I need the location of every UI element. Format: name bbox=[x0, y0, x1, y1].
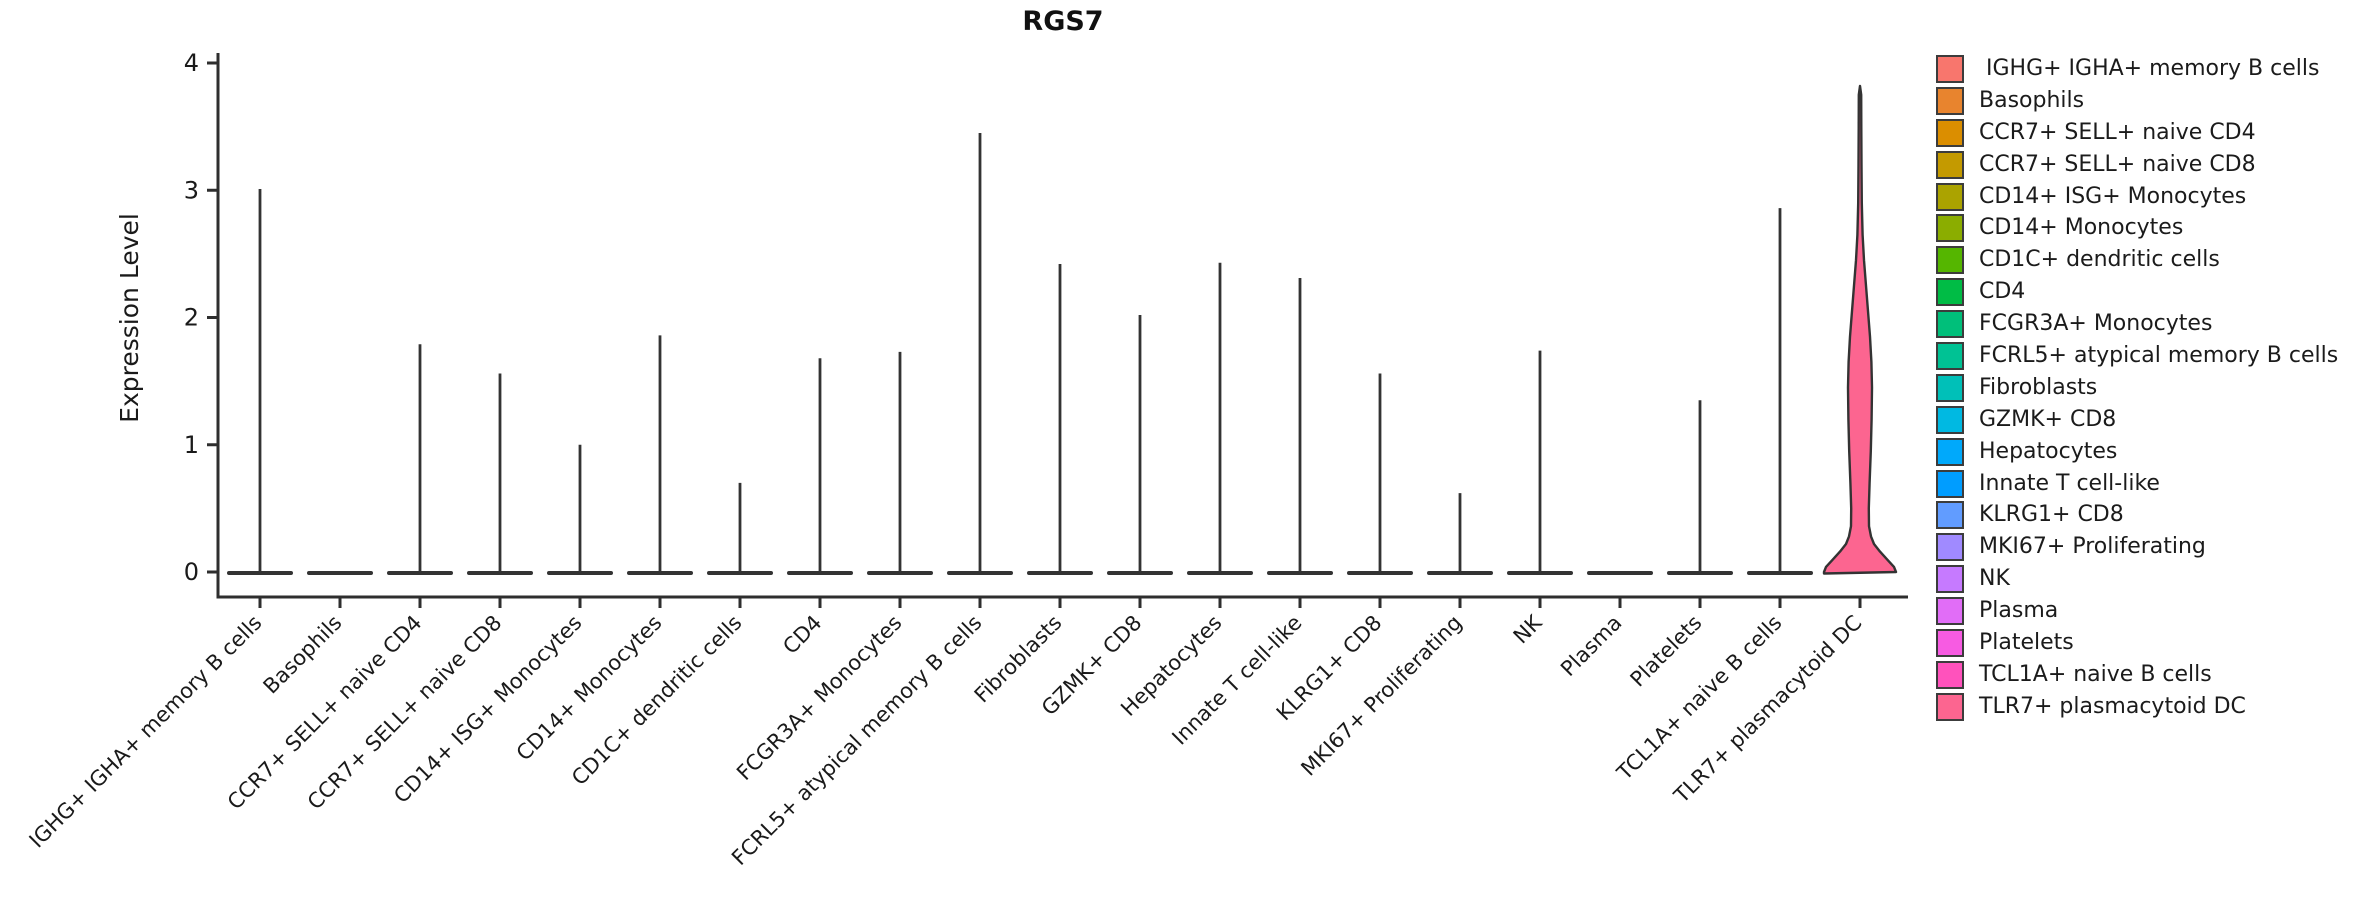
legend-item-label: Plasma bbox=[1979, 598, 2059, 624]
x-category-label: Basophils bbox=[259, 611, 347, 699]
legend: IGHG+ IGHA+ memory B cells Basophils CCR7+… bbox=[1936, 55, 2338, 725]
y-tick-label: 3 bbox=[184, 176, 199, 204]
y-tick-label: 0 bbox=[184, 558, 199, 586]
y-tick-label: 2 bbox=[184, 304, 199, 332]
x-category-label: MKI67+ Proliferating bbox=[1296, 611, 1466, 781]
legend-item-label: Fibroblasts bbox=[1979, 374, 2098, 400]
legend-swatch bbox=[1936, 246, 1964, 275]
chart-title: RGS7 bbox=[1022, 6, 1104, 37]
legend-swatch bbox=[1936, 629, 1964, 658]
legend-swatch bbox=[1936, 86, 1964, 115]
legend-swatch bbox=[1936, 692, 1964, 721]
legend-item: Basophils bbox=[1936, 86, 2338, 115]
legend-item: Plasma bbox=[1936, 597, 2338, 626]
legend-swatch bbox=[1936, 150, 1964, 179]
legend-swatch bbox=[1936, 214, 1964, 243]
legend-item: IGHG+ IGHA+ memory B cells bbox=[1936, 55, 2338, 83]
x-category-label: Platelets bbox=[1626, 611, 1707, 692]
y-tick-label: 4 bbox=[184, 49, 199, 77]
violin-body-filled bbox=[1822, 84, 1898, 575]
legend-item-label: CCR7+ SELL+ naive CD4 bbox=[1979, 119, 2256, 145]
legend-swatch bbox=[1936, 405, 1964, 434]
legend-item-label: Platelets bbox=[1979, 630, 2074, 656]
legend-item-label: IGHG+ IGHA+ memory B cells bbox=[1979, 56, 2320, 81]
legend-swatch bbox=[1936, 342, 1964, 371]
legend-item-label: CD14+ Monocytes bbox=[1979, 215, 2184, 241]
legend-item-label: Innate T cell-like bbox=[1979, 470, 2160, 496]
legend-item-label: NK bbox=[1979, 566, 2010, 592]
legend-swatch bbox=[1936, 118, 1964, 147]
legend-item-label: TLR7+ plasmacytoid DC bbox=[1979, 693, 2246, 719]
x-category-label: IGHG+ IGHA+ memory B cells bbox=[25, 611, 267, 853]
legend-item-label: MKI67+ Proliferating bbox=[1979, 534, 2206, 560]
legend-swatch bbox=[1936, 55, 1964, 83]
legend-item: CD14+ ISG+ Monocytes bbox=[1936, 182, 2338, 211]
legend-swatch bbox=[1936, 373, 1964, 402]
legend-item: CD4 bbox=[1936, 278, 2338, 307]
x-category-label: CD1C+ dendritic cells bbox=[567, 611, 747, 791]
legend-item: CCR7+ SELL+ naive CD8 bbox=[1936, 150, 2338, 179]
legend-item-label: CCR7+ SELL+ naive CD8 bbox=[1979, 151, 2256, 177]
x-axis-ticks: IGHG+ IGHA+ memory B cellsBasophilsCCR7+… bbox=[25, 598, 1867, 870]
violins bbox=[227, 84, 1898, 575]
x-category-label: CD4 bbox=[778, 611, 826, 659]
legend-item-label: CD14+ ISG+ Monocytes bbox=[1979, 183, 2247, 209]
legend-item: TLR7+ plasmacytoid DC bbox=[1936, 692, 2338, 721]
legend-item: GZMK+ CD8 bbox=[1936, 405, 2338, 434]
legend-item: KLRG1+ CD8 bbox=[1936, 501, 2338, 530]
x-category-label: NK bbox=[1509, 610, 1548, 649]
legend-item: Hepatocytes bbox=[1936, 437, 2338, 466]
legend-item-label: CD1C+ dendritic cells bbox=[1979, 247, 2220, 273]
legend-item-label: Basophils bbox=[1979, 87, 2085, 113]
legend-item: Platelets bbox=[1936, 629, 2338, 658]
legend-item-label: FCRL5+ atypical memory B cells bbox=[1979, 343, 2339, 369]
legend-item: NK bbox=[1936, 565, 2338, 594]
legend-item: FCRL5+ atypical memory B cells bbox=[1936, 342, 2339, 371]
legend-swatch bbox=[1936, 597, 1964, 626]
legend-swatch bbox=[1936, 310, 1964, 339]
y-axis-ticks: 0 1 2 3 4 bbox=[184, 49, 218, 586]
legend-item-label: GZMK+ CD8 bbox=[1979, 406, 2117, 432]
legend-item-label: KLRG1+ CD8 bbox=[1979, 502, 2124, 528]
legend-item: TCL1A+ naive B cells bbox=[1936, 660, 2338, 689]
legend-swatch bbox=[1936, 182, 1964, 211]
legend-swatch bbox=[1936, 437, 1964, 466]
x-category-label: Plasma bbox=[1556, 611, 1626, 681]
legend-item: CD14+ Monocytes bbox=[1936, 214, 2338, 243]
legend-item: Fibroblasts bbox=[1936, 373, 2338, 402]
legend-swatch bbox=[1936, 278, 1964, 307]
legend-swatch bbox=[1936, 501, 1964, 530]
y-axis-title: Expression Level bbox=[115, 213, 144, 423]
legend-swatch bbox=[1936, 533, 1964, 562]
legend-swatch bbox=[1936, 660, 1964, 689]
legend-item: Innate T cell-like bbox=[1936, 469, 2338, 498]
legend-item: FCGR3A+ Monocytes bbox=[1936, 310, 2338, 339]
legend-item-label: Hepatocytes bbox=[1979, 438, 2118, 464]
x-category-label: FCGR3A+ Monocytes bbox=[732, 611, 907, 786]
x-category-label: CD14+ Monocytes bbox=[512, 611, 667, 766]
x-category-label: TCL1A+ naive B cells bbox=[1612, 611, 1787, 786]
legend-item-label: TCL1A+ naive B cells bbox=[1979, 661, 2212, 687]
legend-item: MKI67+ Proliferating bbox=[1936, 533, 2338, 562]
legend-swatch bbox=[1936, 565, 1964, 594]
y-tick-label: 1 bbox=[184, 431, 199, 459]
legend-item: CD1C+ dendritic cells bbox=[1936, 246, 2338, 275]
legend-item-label: CD4 bbox=[1979, 279, 2026, 305]
legend-item: CCR7+ SELL+ naive CD4 bbox=[1936, 118, 2338, 147]
legend-swatch bbox=[1936, 469, 1964, 498]
legend-item-label: FCGR3A+ Monocytes bbox=[1979, 311, 2213, 337]
